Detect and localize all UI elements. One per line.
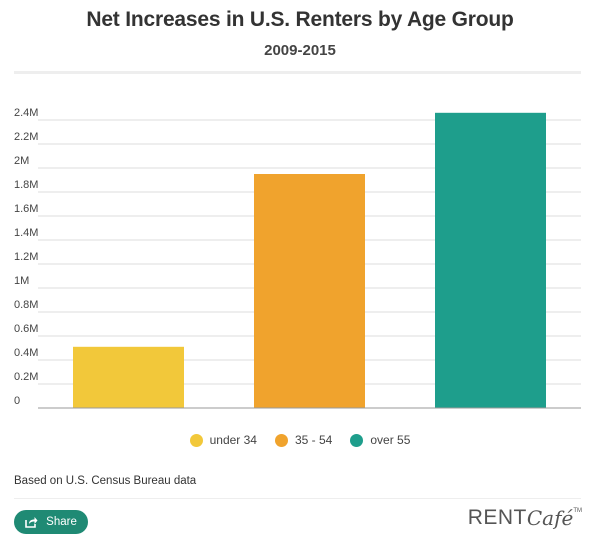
y-tick-label: 2.4M: [14, 107, 38, 119]
bar-over-55: [435, 112, 546, 409]
share-label: Share: [46, 516, 77, 528]
y-tick-label: 0.6M: [14, 323, 38, 335]
legend-item-35-54[interactable]: 35 - 54: [274, 433, 333, 447]
bar-35-54: [254, 174, 365, 408]
legend-swatch: [274, 433, 288, 447]
bar-chart: 0 0.2M 0.4M 0.6M 0.8M 1M 1.2M 1.4M 1.6M 1.8M 2M 2.2…: [14, 107, 581, 409]
y-tick-label: 0.4M: [14, 347, 38, 359]
legend-label: over 55: [370, 433, 411, 447]
rentcafe-logo[interactable]: RENT Café TM: [468, 506, 582, 530]
y-tick-label: 2.2M: [14, 131, 38, 143]
legend-label: under 34: [209, 433, 257, 447]
chart-legend: under 34 35 - 54 over 55: [0, 433, 600, 447]
title-divider: [14, 71, 581, 74]
y-tick-label: 1M: [14, 275, 29, 287]
source-note: Based on U.S. Census Bureau data: [14, 475, 197, 487]
legend-swatch: [189, 433, 203, 447]
legend-item-over-55[interactable]: over 55: [350, 433, 410, 447]
share-icon: [25, 516, 38, 528]
legend-item-under-34[interactable]: under 34: [189, 433, 257, 447]
y-tick-label: 1.4M: [14, 227, 38, 239]
legend-swatch: [350, 433, 364, 447]
chart-subtitle: 2009-2015: [264, 42, 336, 59]
footer-divider: [14, 498, 581, 499]
chart-title: Net Increases in U.S. Renters by Age Gro…: [86, 8, 514, 31]
logo-trademark: TM: [573, 508, 582, 514]
logo-script-text: Café: [526, 506, 574, 530]
share-button[interactable]: Share: [14, 510, 88, 534]
legend-label: 35 - 54: [294, 433, 333, 447]
bar-under-34: [73, 346, 184, 408]
y-tick-label: 0.2M: [14, 371, 38, 383]
y-tick-label: 0.8M: [14, 299, 38, 311]
y-tick-label: 0: [14, 395, 20, 407]
y-tick-label: 1.6M: [14, 203, 38, 215]
y-tick-label: 2M: [14, 155, 29, 167]
y-tick-label: 1.2M: [14, 251, 38, 263]
y-tick-label: 1.8M: [14, 179, 38, 191]
logo-main-text: RENT: [467, 506, 527, 529]
